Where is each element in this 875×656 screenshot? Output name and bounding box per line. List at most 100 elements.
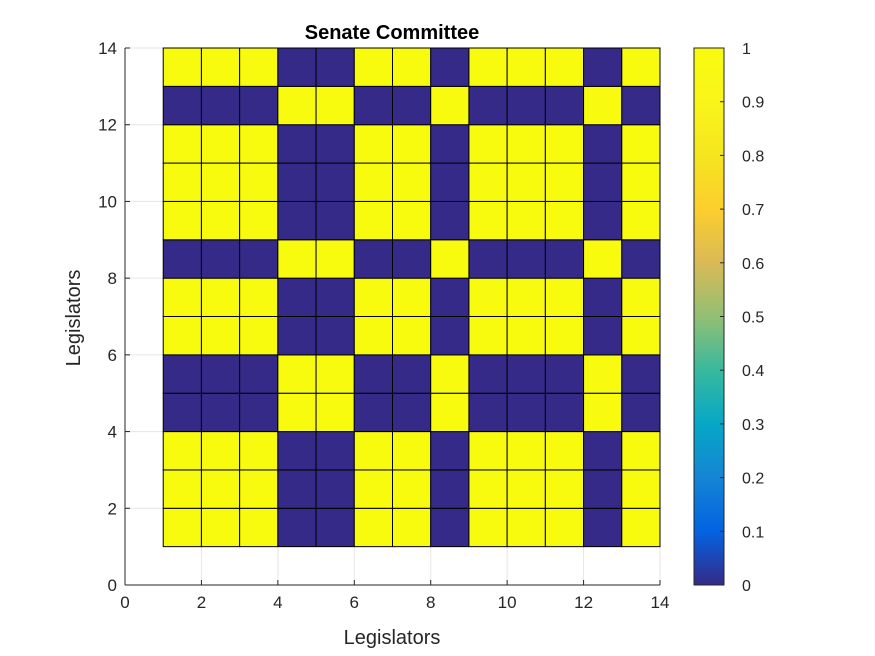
heatmap-cell [200, 162, 241, 202]
heatmap-cell [200, 431, 241, 471]
y-tick-label: 6 [108, 346, 117, 365]
heatmap-cell [430, 239, 470, 279]
heatmap-cell [315, 507, 355, 548]
axes-frame [124, 48, 660, 586]
heatmap-cell [621, 124, 661, 164]
heatmap-cell [162, 162, 202, 202]
y-tick-label: 0 [108, 576, 117, 595]
colorbar-tick-label: 0.1 [742, 524, 764, 541]
heatmap-cell [544, 85, 585, 126]
heatmap-cell [468, 162, 508, 202]
heatmap-cell [621, 431, 661, 471]
heatmap-cell [162, 124, 202, 164]
x-axis-ticks: 0 2 4 6 8 10 12 14 [120, 580, 669, 612]
heatmap-cells [162, 47, 661, 548]
heatmap-cell [430, 277, 470, 317]
heatmap-cell [430, 392, 470, 433]
heatmap-cell [239, 316, 279, 356]
heatmap-cell [200, 85, 241, 126]
colorbar-tick-label: 1 [742, 41, 751, 58]
heatmap-cell [353, 469, 393, 509]
heatmap-cell [200, 47, 241, 87]
heatmap-cell [506, 162, 546, 202]
heatmap-cell [239, 124, 279, 164]
heatmap-cell [506, 354, 546, 394]
heatmap-cell [315, 47, 355, 87]
heatmap-cell [506, 507, 546, 548]
heatmap-cell [621, 239, 661, 279]
heatmap-cell [353, 507, 393, 548]
heatmap-cell [544, 124, 585, 164]
heatmap-cell [468, 124, 508, 164]
heatmap-cell [162, 85, 202, 126]
heatmap-cell [583, 469, 623, 509]
heatmap-cell [315, 431, 355, 471]
heatmap-cell [468, 431, 508, 471]
heatmap-cell [583, 392, 623, 433]
heatmap-cell [277, 392, 317, 433]
heatmap-cell [430, 85, 470, 126]
heatmap-cell [315, 124, 355, 164]
heatmap-cell [353, 239, 393, 279]
heatmap-cell [430, 469, 470, 509]
heatmap-cell [392, 239, 432, 279]
x-tick-label: 6 [350, 593, 359, 612]
heatmap-cell [162, 47, 202, 87]
x-tick-label: 14 [651, 593, 670, 612]
heatmap-cell [392, 124, 432, 164]
heatmap-cell [353, 124, 393, 164]
heatmap-cell [239, 431, 279, 471]
heatmap-cell [621, 316, 661, 356]
heatmap-cell [583, 354, 623, 394]
heatmap-cell [353, 316, 393, 356]
heatmap-cell [277, 162, 317, 202]
heatmap-cell [468, 239, 508, 279]
heatmap-cell [353, 85, 393, 126]
heatmap-cell [315, 200, 355, 241]
heatmap-cell [544, 354, 585, 394]
heatmap-cell [239, 239, 279, 279]
heatmap-cell [506, 85, 546, 126]
heatmap-cell [621, 469, 661, 509]
heatmap-cell [200, 507, 241, 548]
heatmap-cell [277, 431, 317, 471]
heatmap-cell [468, 392, 508, 433]
colorbar: 0 0.1 0.2 0.3 0.4 0.5 0.6 0.7 0.8 0.9 1 [693, 41, 764, 595]
heatmap-cell [430, 431, 470, 471]
heatmap-cell [544, 431, 585, 471]
heatmap-cell [544, 469, 585, 509]
x-tick-label: 8 [426, 593, 435, 612]
heatmap-cell [468, 277, 508, 317]
heatmap-cell [583, 47, 623, 87]
colorbar-tick-label: 0.6 [742, 256, 764, 273]
heatmap-cell [277, 316, 317, 356]
y-tick-label: 14 [98, 39, 117, 58]
heatmap-cell [506, 124, 546, 164]
heatmap-cell [468, 85, 508, 126]
heatmap-cell [544, 392, 585, 433]
heatmap-cell [162, 316, 202, 356]
heatmap-cell [583, 85, 623, 126]
heatmap-cell [621, 354, 661, 394]
heatmap-cell [392, 431, 432, 471]
heatmap-cell [277, 239, 317, 279]
heatmap-cell [430, 507, 470, 548]
heatmap-cell [468, 316, 508, 356]
heatmap-cell [583, 124, 623, 164]
heatmap-cell [544, 47, 585, 87]
heatmap-cell [583, 507, 623, 548]
heatmap-cell [392, 47, 432, 87]
heatmap-cell [353, 392, 393, 433]
colorbar-tick-label: 0.2 [742, 471, 764, 488]
heatmap-cell [468, 507, 508, 548]
heatmap-cell [353, 431, 393, 471]
heatmap-cell [544, 507, 585, 548]
heatmap-cell [468, 200, 508, 241]
heatmap-cell [506, 316, 546, 356]
heatmap-cell [468, 469, 508, 509]
heatmap-cell [315, 277, 355, 317]
heatmap-cell [200, 354, 241, 394]
heatmap-cell [621, 85, 661, 126]
x-tick-label: 12 [574, 593, 593, 612]
